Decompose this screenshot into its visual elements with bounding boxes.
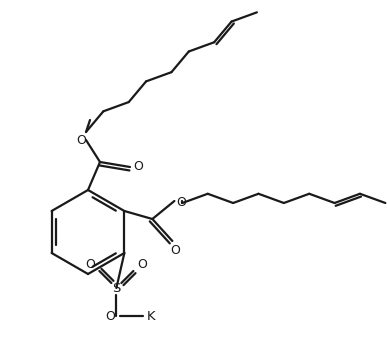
Text: O: O (133, 160, 143, 173)
Text: S: S (112, 281, 121, 294)
Text: K: K (147, 309, 156, 322)
Text: O: O (170, 244, 180, 257)
Text: O: O (105, 311, 115, 323)
Text: O: O (86, 258, 95, 271)
Text: O: O (137, 258, 147, 271)
Text: O: O (176, 196, 186, 209)
Text: O: O (76, 135, 86, 148)
